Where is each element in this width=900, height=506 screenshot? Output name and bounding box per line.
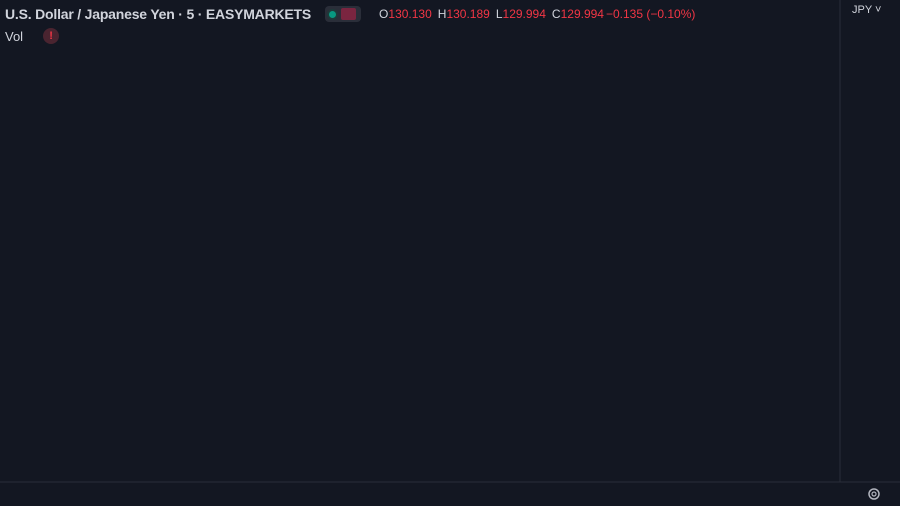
ohlc-item: L129.994 [496, 7, 548, 21]
ohlc-value: 130.130 [388, 7, 432, 21]
volume-warning[interactable]: ! [43, 28, 60, 44]
toggle-dot [327, 8, 339, 20]
currency-selector[interactable]: JPY ˅ [852, 4, 882, 16]
ohlc-key: C [551, 7, 561, 21]
volume-legend: Vol ! [5, 28, 60, 44]
ohlc-key: O [379, 7, 389, 21]
ohlc-value: 129.994 [560, 7, 604, 21]
ohlc-key: H [437, 7, 447, 21]
ohlc-item: C129.994 [552, 7, 606, 21]
settings-icon[interactable] [868, 488, 880, 500]
legend-header: U.S. Dollar / Japanese Yen · 5 · EASYMAR… [5, 4, 695, 24]
ohlc-values: O130.130 H130.189 L129.994 C129.994 [379, 7, 606, 21]
volume-label: Vol [5, 28, 24, 44]
symbol-title: U.S. Dollar / Japanese Yen · 5 · EASYMAR… [5, 6, 312, 22]
ohlc-item: O130.130 [379, 7, 434, 21]
price-change: −0.135 (−0.10%) [605, 7, 696, 21]
toggle-lines [341, 8, 357, 20]
ohlc-value: 129.994 [502, 7, 546, 21]
ohlc-key: L [495, 7, 503, 21]
visibility-toggle[interactable] [325, 6, 362, 22]
ohlc-item: H130.189 [438, 7, 492, 21]
ohlc-value: 130.189 [446, 7, 490, 21]
